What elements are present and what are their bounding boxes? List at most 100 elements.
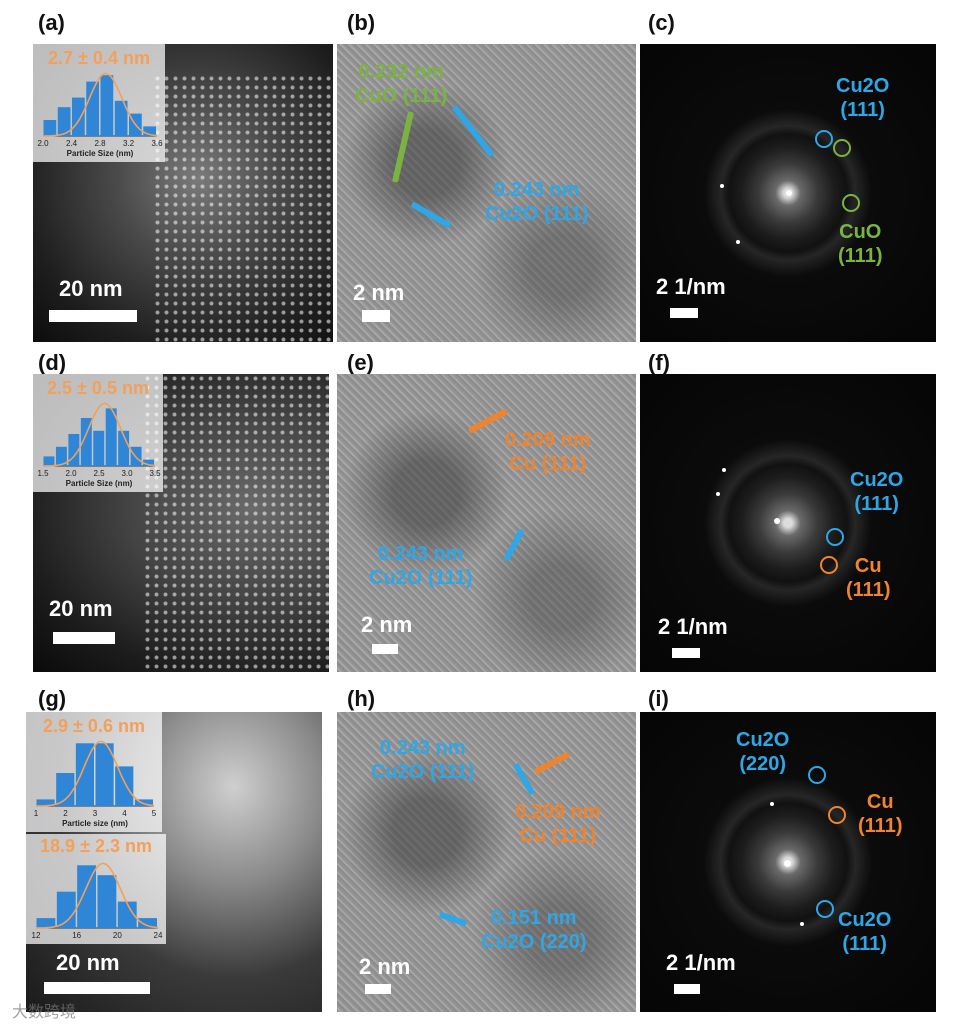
diffraction-spot [800, 922, 804, 926]
hrtem-image-e: 0.209 nm Cu (111) 0.243 nm Cu2O (111) 2 nm [337, 374, 636, 672]
scale-bar-label-e: 2 nm [361, 612, 413, 637]
histogram-inset-g2: 18.9 ± 2.3 nm 12 16 20 24 [26, 834, 166, 944]
annotation-cu-f: Cu (111) [846, 555, 891, 601]
spot-marker-cuo-c2 [842, 194, 860, 212]
annotation-cu2o-220-i: Cu2O (220) [736, 729, 790, 775]
histogram-bar [55, 446, 67, 466]
histogram-tick-label: 1.5 [37, 469, 49, 478]
lattice-marker-cu2o-e [503, 528, 525, 562]
histogram-bar [97, 875, 117, 928]
fft-image-i: Cu2O (220) Cu (111) Cu2O (111) 2 1/nm [640, 712, 936, 1012]
histogram-bar [100, 75, 114, 136]
annotation-cu2o-c: Cu2O (111) [836, 75, 890, 121]
diffraction-spot [770, 802, 774, 806]
diffraction-spot [786, 190, 792, 196]
diffraction-spot [784, 860, 791, 867]
histogram-tick-label: 2.0 [37, 139, 49, 148]
histogram-title-d: 2.5 ± 0.5 nm [47, 378, 149, 398]
lattice-marker-cu2o-h2 [438, 911, 468, 927]
histogram-title-g1: 2.9 ± 0.6 nm [43, 716, 145, 736]
histogram-bar [36, 918, 56, 928]
lattice-marker-cu2o-1 [451, 104, 495, 158]
histogram-bar [43, 456, 55, 466]
histogram-bar [143, 126, 156, 136]
histogram-inset-d: 2.5 ± 0.5 nm 1.5 2.0 2.5 3.0 3.5 Particle Siz… [33, 374, 163, 492]
histogram-tick-label: 3.5 [149, 469, 161, 478]
diffraction-spot [774, 518, 780, 524]
histogram-a: 2.0 2.4 2.8 3.2 3.6 Particle Size (nm) [37, 72, 163, 158]
scale-bar-i [674, 984, 700, 994]
lattice-marker-cuo [391, 111, 415, 183]
scale-bar-label-d: 20 nm [49, 596, 113, 621]
annotation-cu2o-111-h: 0.243 nm Cu2O (111) [371, 737, 475, 783]
histogram-tick-label: 5 [152, 809, 157, 818]
scale-bar-label-h: 2 nm [359, 954, 411, 979]
histogram-tick-label: 2.5 [93, 469, 105, 478]
histogram-bar [95, 743, 114, 806]
stem-image-d: 2.5 ± 0.5 nm 1.5 2.0 2.5 3.0 3.5 Particle Siz… [33, 374, 329, 672]
histogram-bar [93, 430, 105, 466]
gaussian-fit-curve [35, 740, 155, 807]
nanoparticles [153, 74, 333, 342]
histogram-tick-label: 16 [72, 931, 81, 940]
spot-marker-cu2o-c [815, 130, 833, 148]
spot-marker-cu2o-f [826, 528, 844, 546]
histogram-tick-label: 2.4 [66, 139, 78, 148]
histogram-xlabel: Particle size (nm) [62, 819, 128, 828]
histogram-tick-label: 20 [113, 931, 122, 940]
histogram-tick-label: 24 [154, 931, 163, 940]
lattice-marker-cu-h [533, 751, 571, 775]
histogram-tick-label: 3.6 [151, 139, 163, 148]
histogram-tick-label: 3.0 [121, 469, 133, 478]
histogram-tick-label: 4 [122, 809, 127, 818]
stem-image-a: 2.7 ± 0.4 nm 2.0 2.4 2.8 3.2 3.6 Particle Siz… [33, 44, 333, 342]
hrtem-image-h: 0.243 nm Cu2O (111) 0.209 nm Cu (111) 0.15… [337, 712, 636, 1012]
stem-image-g: 2.9 ± 0.6 nm 1 2 3 4 5 Particle size (nm) 18.… [26, 712, 322, 1012]
histogram-bar [68, 434, 80, 466]
histogram-tick-label: 12 [32, 931, 41, 940]
histogram-bar [57, 107, 71, 136]
annotation-cu2o-220-h: 0.151 nm Cu2O (220) [481, 907, 587, 953]
histogram-g1: 1 2 3 4 5 Particle size (nm) [34, 740, 157, 828]
diffraction-spot [720, 184, 724, 188]
histogram-xlabel: Particle Size (nm) [67, 149, 134, 158]
histogram-tick-label: 3 [93, 809, 98, 818]
histogram-bar [115, 766, 134, 806]
gaussian-fit-curve [42, 402, 156, 467]
histogram-title-a: 2.7 ± 0.4 nm [48, 48, 150, 68]
histogram-bar [118, 430, 130, 466]
histogram-bar [80, 418, 92, 466]
lattice-marker-cu-e [468, 408, 508, 434]
panel-label-i: (i) [648, 686, 669, 711]
annotation-cu-h: 0.209 nm Cu (111) [515, 801, 601, 847]
panel-label-g: (g) [38, 686, 67, 711]
scale-bar-label-b: 2 nm [353, 280, 405, 305]
lattice-marker-cu2o-h1 [512, 762, 536, 796]
histogram-title-g2: 18.9 ± 2.3 nm [40, 836, 152, 856]
spot-marker-cu-i [828, 806, 846, 824]
panel-label-d: (d) [38, 350, 67, 375]
histogram-bar [138, 918, 157, 928]
annotation-cuo-b: 0.232 nm CuO (111) [355, 61, 448, 107]
histogram-bar [86, 81, 99, 136]
spot-marker-cu2o-111-i [816, 900, 834, 918]
spot-marker-cu-f [820, 556, 838, 574]
fft-image-c: Cu2O (111) CuO (111) 2 1/nm [640, 44, 936, 342]
nanoparticles [143, 374, 329, 672]
scale-bar-a [49, 310, 137, 322]
histogram-inset-g1: 2.9 ± 0.6 nm 1 2 3 4 5 Particle size (nm) [26, 712, 162, 832]
scale-bar-h [365, 984, 391, 994]
spot-marker-cuo-c1 [833, 139, 851, 157]
annotation-cu2o-111-i: Cu2O (111) [838, 909, 892, 955]
histogram-bar [56, 891, 76, 928]
histogram-bar [56, 773, 75, 806]
watermark: 大数跨境 [12, 1004, 77, 1021]
panel-label-f: (f) [648, 350, 670, 375]
histogram-tick-label: 2 [63, 809, 68, 818]
scale-bar-label-i: 2 1/nm [666, 950, 736, 975]
panel-label-b: (b) [347, 10, 376, 35]
annotation-cu-e: 0.209 nm Cu (111) [505, 429, 591, 475]
histogram-bar [134, 799, 153, 806]
diffraction-spot [716, 492, 720, 496]
scale-bar-e [372, 644, 398, 654]
